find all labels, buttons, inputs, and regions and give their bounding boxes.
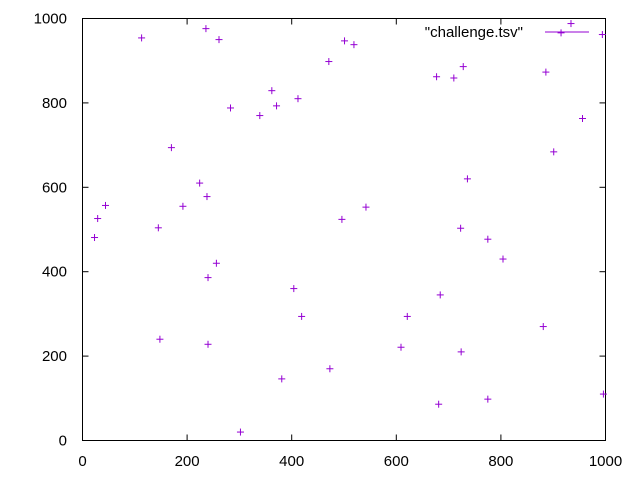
data-point bbox=[203, 193, 211, 201]
x-tick-label: 600 bbox=[384, 453, 409, 470]
x-tick-label: 400 bbox=[279, 453, 304, 470]
data-point bbox=[578, 115, 586, 123]
data-point bbox=[138, 34, 146, 42]
data-point bbox=[499, 255, 507, 263]
legend-label: "challenge.tsv" bbox=[425, 24, 523, 41]
data-point bbox=[202, 25, 210, 33]
axis-ticks bbox=[82, 18, 606, 441]
x-tick-label: 1000 bbox=[589, 453, 622, 470]
axis-tick-labels: 0 200 400 600 800 1000 0 200 400 600 800 1000 bbox=[34, 11, 623, 471]
data-point bbox=[459, 63, 467, 71]
data-point bbox=[227, 104, 235, 112]
x-tick-label: 0 bbox=[78, 453, 86, 470]
data-point bbox=[94, 215, 102, 223]
data-point bbox=[350, 41, 358, 49]
data-point bbox=[397, 343, 405, 351]
x-tick-label: 200 bbox=[175, 453, 200, 470]
data-point bbox=[290, 285, 298, 293]
data-point bbox=[215, 36, 223, 44]
data-point bbox=[403, 312, 411, 320]
data-point bbox=[450, 74, 458, 82]
data-point bbox=[91, 234, 99, 242]
data-point bbox=[433, 73, 441, 81]
data-point bbox=[268, 87, 276, 95]
data-point bbox=[204, 274, 212, 282]
data-point bbox=[196, 179, 204, 187]
data-point bbox=[436, 291, 444, 299]
legend: "challenge.tsv" bbox=[425, 24, 589, 41]
data-point bbox=[325, 58, 333, 66]
y-tick-label: 600 bbox=[42, 179, 67, 196]
data-point bbox=[542, 68, 550, 76]
y-tick-label: 0 bbox=[59, 433, 67, 450]
data-point bbox=[457, 224, 465, 232]
data-point bbox=[484, 395, 492, 403]
data-point bbox=[539, 323, 547, 331]
data-point bbox=[167, 144, 175, 152]
data-point bbox=[102, 201, 110, 209]
plot-frame bbox=[82, 18, 606, 441]
data-point bbox=[550, 148, 558, 156]
data-point bbox=[294, 95, 302, 103]
y-tick-label: 1000 bbox=[34, 11, 67, 28]
data-point bbox=[179, 202, 187, 210]
data-point bbox=[298, 312, 306, 320]
data-point bbox=[457, 348, 465, 356]
data-point bbox=[204, 340, 212, 348]
data-point bbox=[212, 259, 220, 267]
data-point bbox=[484, 235, 492, 243]
y-tick-label: 800 bbox=[42, 95, 67, 112]
data-point bbox=[326, 365, 334, 373]
data-points bbox=[91, 20, 607, 436]
data-point bbox=[599, 390, 607, 398]
data-point bbox=[362, 203, 370, 211]
data-point bbox=[278, 375, 286, 383]
data-point bbox=[256, 112, 264, 120]
y-tick-label: 400 bbox=[42, 264, 67, 281]
data-point bbox=[557, 29, 565, 37]
data-point bbox=[338, 215, 346, 223]
data-point bbox=[273, 102, 281, 110]
data-point bbox=[435, 400, 443, 408]
data-point bbox=[463, 175, 471, 183]
x-tick-label: 800 bbox=[488, 453, 513, 470]
data-point bbox=[598, 31, 606, 39]
data-point bbox=[154, 224, 162, 232]
data-point bbox=[236, 428, 244, 436]
data-point bbox=[156, 335, 164, 343]
data-point bbox=[567, 20, 575, 28]
data-point bbox=[341, 37, 349, 45]
y-tick-label: 200 bbox=[42, 348, 67, 365]
